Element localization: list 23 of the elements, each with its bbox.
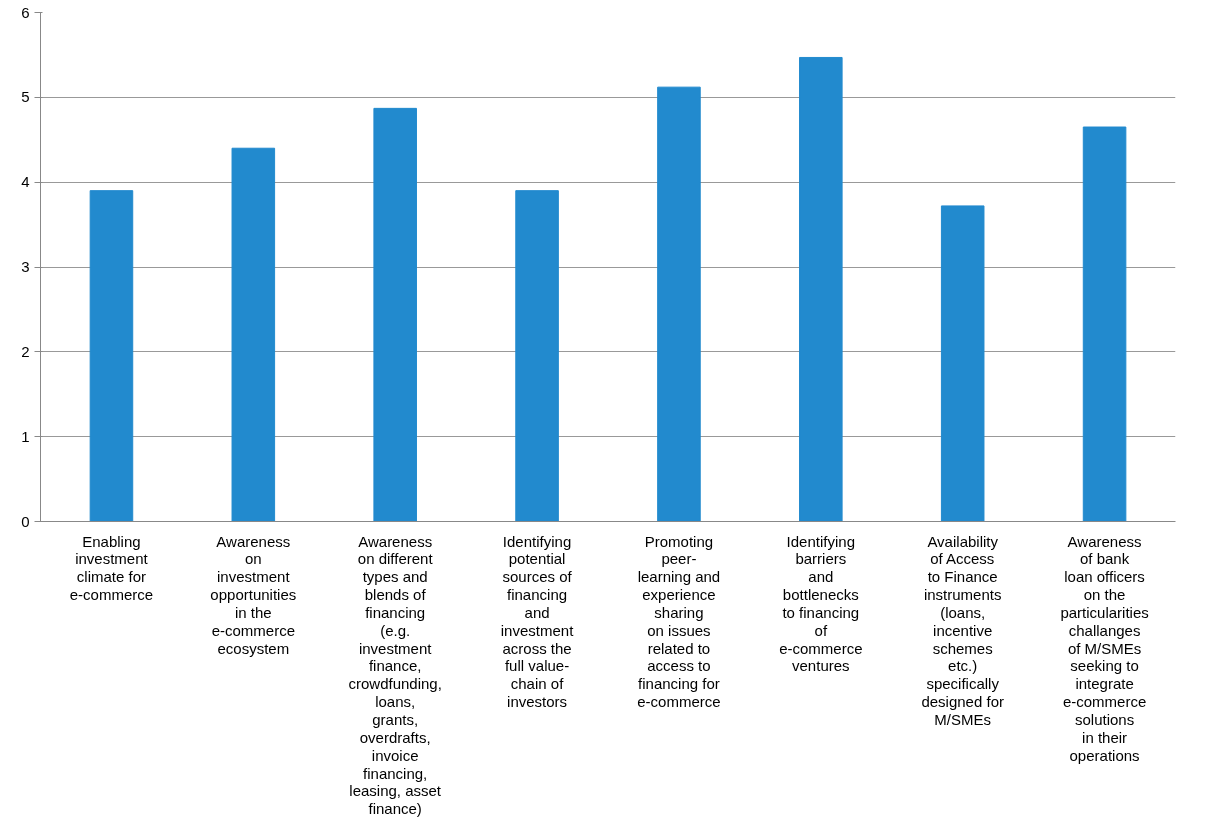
y-tick-label: 1 — [21, 427, 30, 445]
category-label: Awareness on different types and blends of financing (e.g. investment finance, crowdfunding, loans, grants, overdrafts, invoice financing, leasing, asset finance) — [348, 532, 442, 818]
bar — [89, 190, 134, 522]
x-tick-label: Awareness on investment opportunities in the e-commerce ecosystem — [210, 532, 297, 657]
bar — [231, 147, 276, 522]
y-tick-label: 6 — [21, 3, 30, 21]
bar — [940, 205, 985, 522]
y-tick-label: 0 — [21, 512, 30, 530]
category-label: Promoting peer- learning and experience sharing on issues related to access to financing for e-commerce — [637, 532, 721, 711]
bar — [799, 56, 843, 522]
y-tick-label: 4 — [21, 173, 30, 191]
bar — [515, 190, 559, 522]
x-tick-label: Enabling investment climate for e-commerce — [69, 532, 154, 604]
y-tick-label: 3 — [21, 258, 30, 275]
bar — [657, 86, 701, 522]
category-label: Identifying potential sources of financing and investment across the full value- chain of investors — [500, 532, 574, 711]
bar — [373, 107, 417, 522]
bar — [1082, 126, 1127, 522]
y-tick-label: 2 — [21, 342, 30, 360]
y-tick-label: 5 — [21, 88, 30, 106]
category-label: Availability of Access to Finance instruments (loans, incentive schemes etc.) specifically designed for M/SMEs — [921, 532, 1004, 728]
category-label: Awareness of bank loan officers on the particularities challanges of M/SMEs seeking to integrate e-commerce solutions in their operations — [1060, 532, 1149, 764]
x-tick-label: Identifying barriers and bottlenecks to financing of e-commerce ventures — [779, 532, 863, 675]
